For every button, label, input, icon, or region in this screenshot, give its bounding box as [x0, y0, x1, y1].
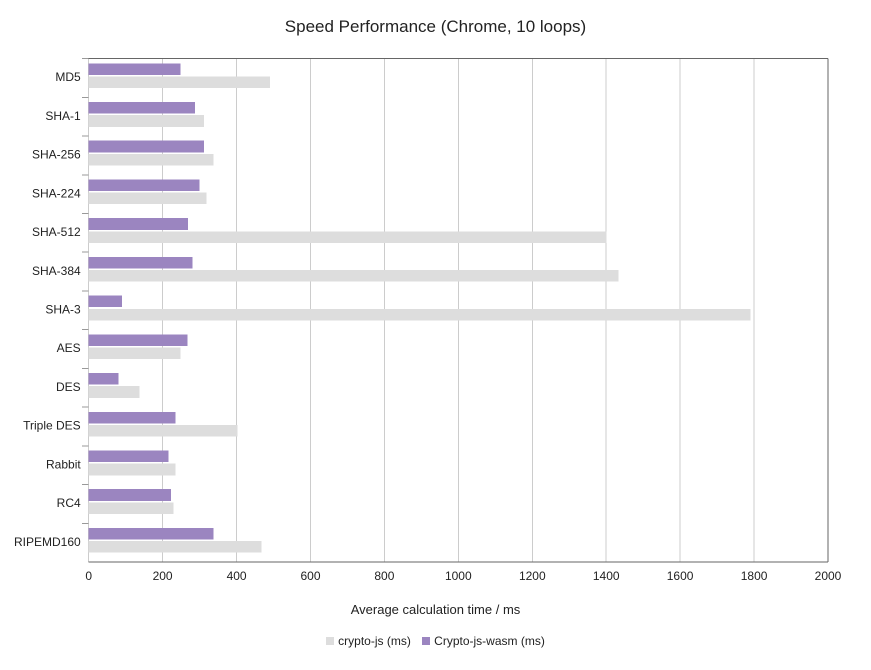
- svg-text:SHA-256: SHA-256: [32, 148, 81, 162]
- svg-text:SHA-224: SHA-224: [32, 186, 81, 200]
- svg-text:SHA-1: SHA-1: [45, 109, 81, 123]
- svg-text:1400: 1400: [593, 569, 620, 583]
- svg-text:SHA-384: SHA-384: [32, 264, 81, 278]
- svg-text:Triple DES: Triple DES: [23, 419, 81, 433]
- svg-text:600: 600: [300, 569, 320, 583]
- svg-text:Rabbit: Rabbit: [46, 457, 81, 471]
- svg-text:1200: 1200: [519, 569, 546, 583]
- svg-text:1600: 1600: [667, 569, 694, 583]
- svg-text:AES: AES: [57, 341, 81, 355]
- svg-text:1000: 1000: [445, 569, 472, 583]
- svg-text:400: 400: [227, 569, 247, 583]
- svg-text:MD5: MD5: [55, 70, 81, 84]
- svg-text:2000: 2000: [815, 569, 842, 583]
- svg-text:SHA-512: SHA-512: [32, 225, 81, 239]
- svg-text:200: 200: [153, 569, 173, 583]
- svg-text:1800: 1800: [741, 569, 768, 583]
- svg-text:DES: DES: [56, 380, 81, 394]
- svg-text:SHA-3: SHA-3: [45, 302, 81, 316]
- svg-text:RIPEMD160: RIPEMD160: [14, 535, 81, 549]
- svg-text:RC4: RC4: [57, 496, 81, 510]
- svg-text:800: 800: [374, 569, 394, 583]
- svg-text:0: 0: [85, 569, 92, 583]
